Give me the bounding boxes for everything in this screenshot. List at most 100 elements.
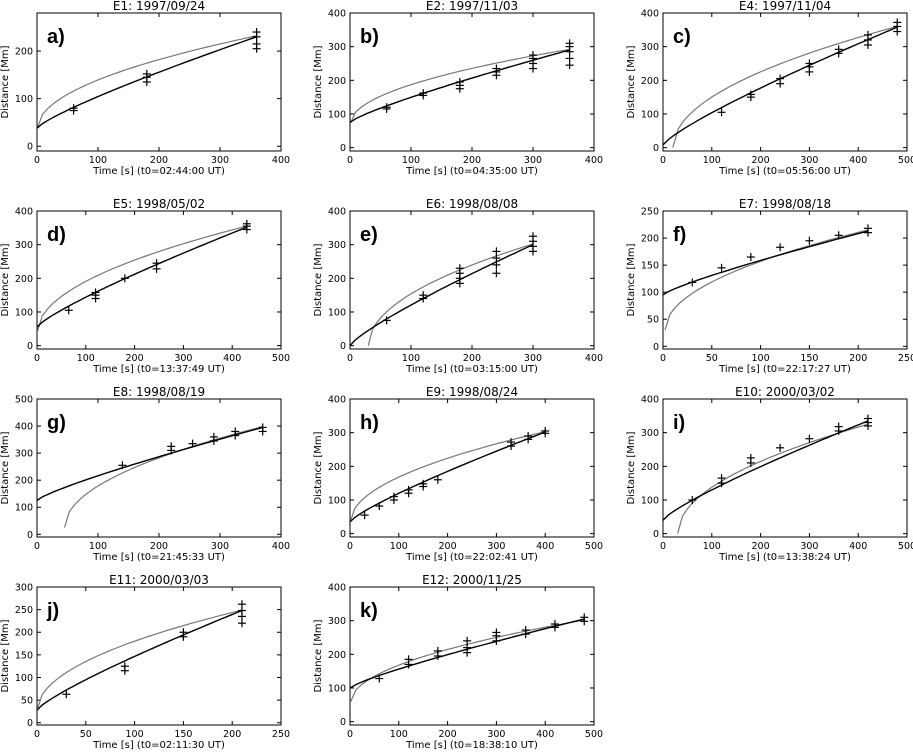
data-point [893,18,902,27]
x-tick-label: 0 [34,155,40,166]
y-tick-label: 0 [27,341,33,352]
panel-letter: k) [360,600,378,622]
panel-title: E11: 2000/03/03 [109,573,209,587]
data-point [463,643,472,652]
x-tick-label: 500 [272,353,290,364]
y-axis-label: Distance [Mm] [0,45,11,118]
fit-curve-gray [367,243,534,346]
y-tick-label: 300 [15,240,33,251]
x-tick-label: 200 [463,155,481,166]
fit-curve-gray [37,225,247,333]
data-point [120,662,129,671]
data-point [776,243,785,252]
y-tick-label: 100 [328,109,346,120]
data-point [142,69,151,78]
panel-letter: g) [47,412,66,434]
data-point [120,274,129,283]
y-tick-label: 100 [15,673,33,684]
x-tick-label: 100 [89,541,107,552]
data-point [529,232,537,241]
data-point [580,613,589,622]
x-tick-label: 100 [402,155,420,166]
y-tick-label: 200 [15,274,33,285]
y-axis-label: Distance [Mm] [626,431,637,504]
y-tick-label: 400 [641,9,659,20]
panel-a: 0 100 200 300 400 0 100 200 E1: 1997/09/24 Time [… [0,0,290,177]
x-tick-label: 100 [390,729,408,740]
data-point [419,89,428,98]
data-point [382,103,391,112]
x-tick-label: 500 [585,541,603,552]
panel-j: 0 50 100 150 200 250 0 50 100 150 200 250 300 E11: 20… [0,573,290,751]
y-tick-label: 100 [15,503,33,514]
y-tick-label: 200 [328,274,346,285]
x-tick-label: 150 [174,729,192,740]
data-point [529,51,537,60]
data-point [776,74,785,83]
fit-curve-gray [664,229,869,331]
panel-d: 0 100 200 300 400 500 0 100 200 300 400 E5: 1998/05… [0,197,290,375]
y-tick-label: 200 [328,650,346,661]
x-tick-label: 400 [849,541,867,552]
panel-title: E2: 1997/11/03 [426,0,518,13]
fit-curve-gray [350,431,546,523]
fit-curve-black [350,431,546,523]
y-tick-label: 0 [340,717,346,728]
panel-letter: f) [673,224,686,246]
data-point [524,432,533,441]
x-tick-label: 200 [752,541,770,552]
data-point [492,628,501,637]
plot-frame [36,12,282,152]
data-point [252,39,261,48]
data-point [688,495,697,504]
data-point [375,502,384,511]
y-tick-label: 200 [641,76,659,87]
y-tick-label: 400 [328,207,346,218]
x-tick-label: 0 [660,541,666,552]
x-tick-label: 0 [347,155,353,166]
fit-curve-black [350,244,534,347]
data-point [179,628,188,637]
data-point [91,288,100,297]
plot-frame [36,586,282,726]
x-tick-label: 200 [150,155,168,166]
data-point [717,263,726,272]
y-axis-label: Distance [Mm] [313,45,324,118]
data-point [419,479,428,488]
x-tick-label: 300 [487,541,505,552]
data-point [152,259,161,268]
y-tick-label: 0 [340,529,346,540]
y-axis-label: Distance [Mm] [313,619,324,692]
y-tick-label: 100 [328,495,346,506]
plot-frame [662,12,908,152]
x-tick-label: 100 [703,155,721,166]
x-tick-label: 300 [211,541,229,552]
x-tick-label: 0 [347,541,353,552]
x-tick-label: 300 [800,541,818,552]
data-point [118,461,127,470]
data-point [492,260,501,269]
data-point [463,636,472,645]
data-point [237,600,246,609]
fit-curve-gray [37,35,257,130]
y-tick-label: 0 [340,143,346,154]
data-point [746,253,755,261]
data-point [404,485,413,494]
data-point [863,224,872,233]
panel-h: 0 100 200 300 400 500 0 100 200 300 400 E9: 1998/08… [313,385,603,563]
panel-title: E6: 1998/08/08 [426,197,518,211]
y-tick-label: 0 [27,718,33,729]
x-tick-label: 50 [706,353,718,364]
x-tick-label: 100 [390,541,408,552]
panel-title: E7: 1998/08/18 [739,197,831,211]
x-tick-label: 200 [126,353,144,364]
data-point [237,619,246,628]
panel-b: 0 100 200 300 400 0 100 200 300 400 E2: 1997/11/03… [313,0,603,177]
data-point [375,674,384,683]
y-tick-label: 200 [15,628,33,639]
panel-title: E9: 1998/08/24 [426,385,518,399]
y-tick-label: 500 [15,395,33,406]
panel-letter: c) [673,26,691,48]
x-tick-label: 200 [463,353,481,364]
y-tick-label: 100 [328,307,346,318]
